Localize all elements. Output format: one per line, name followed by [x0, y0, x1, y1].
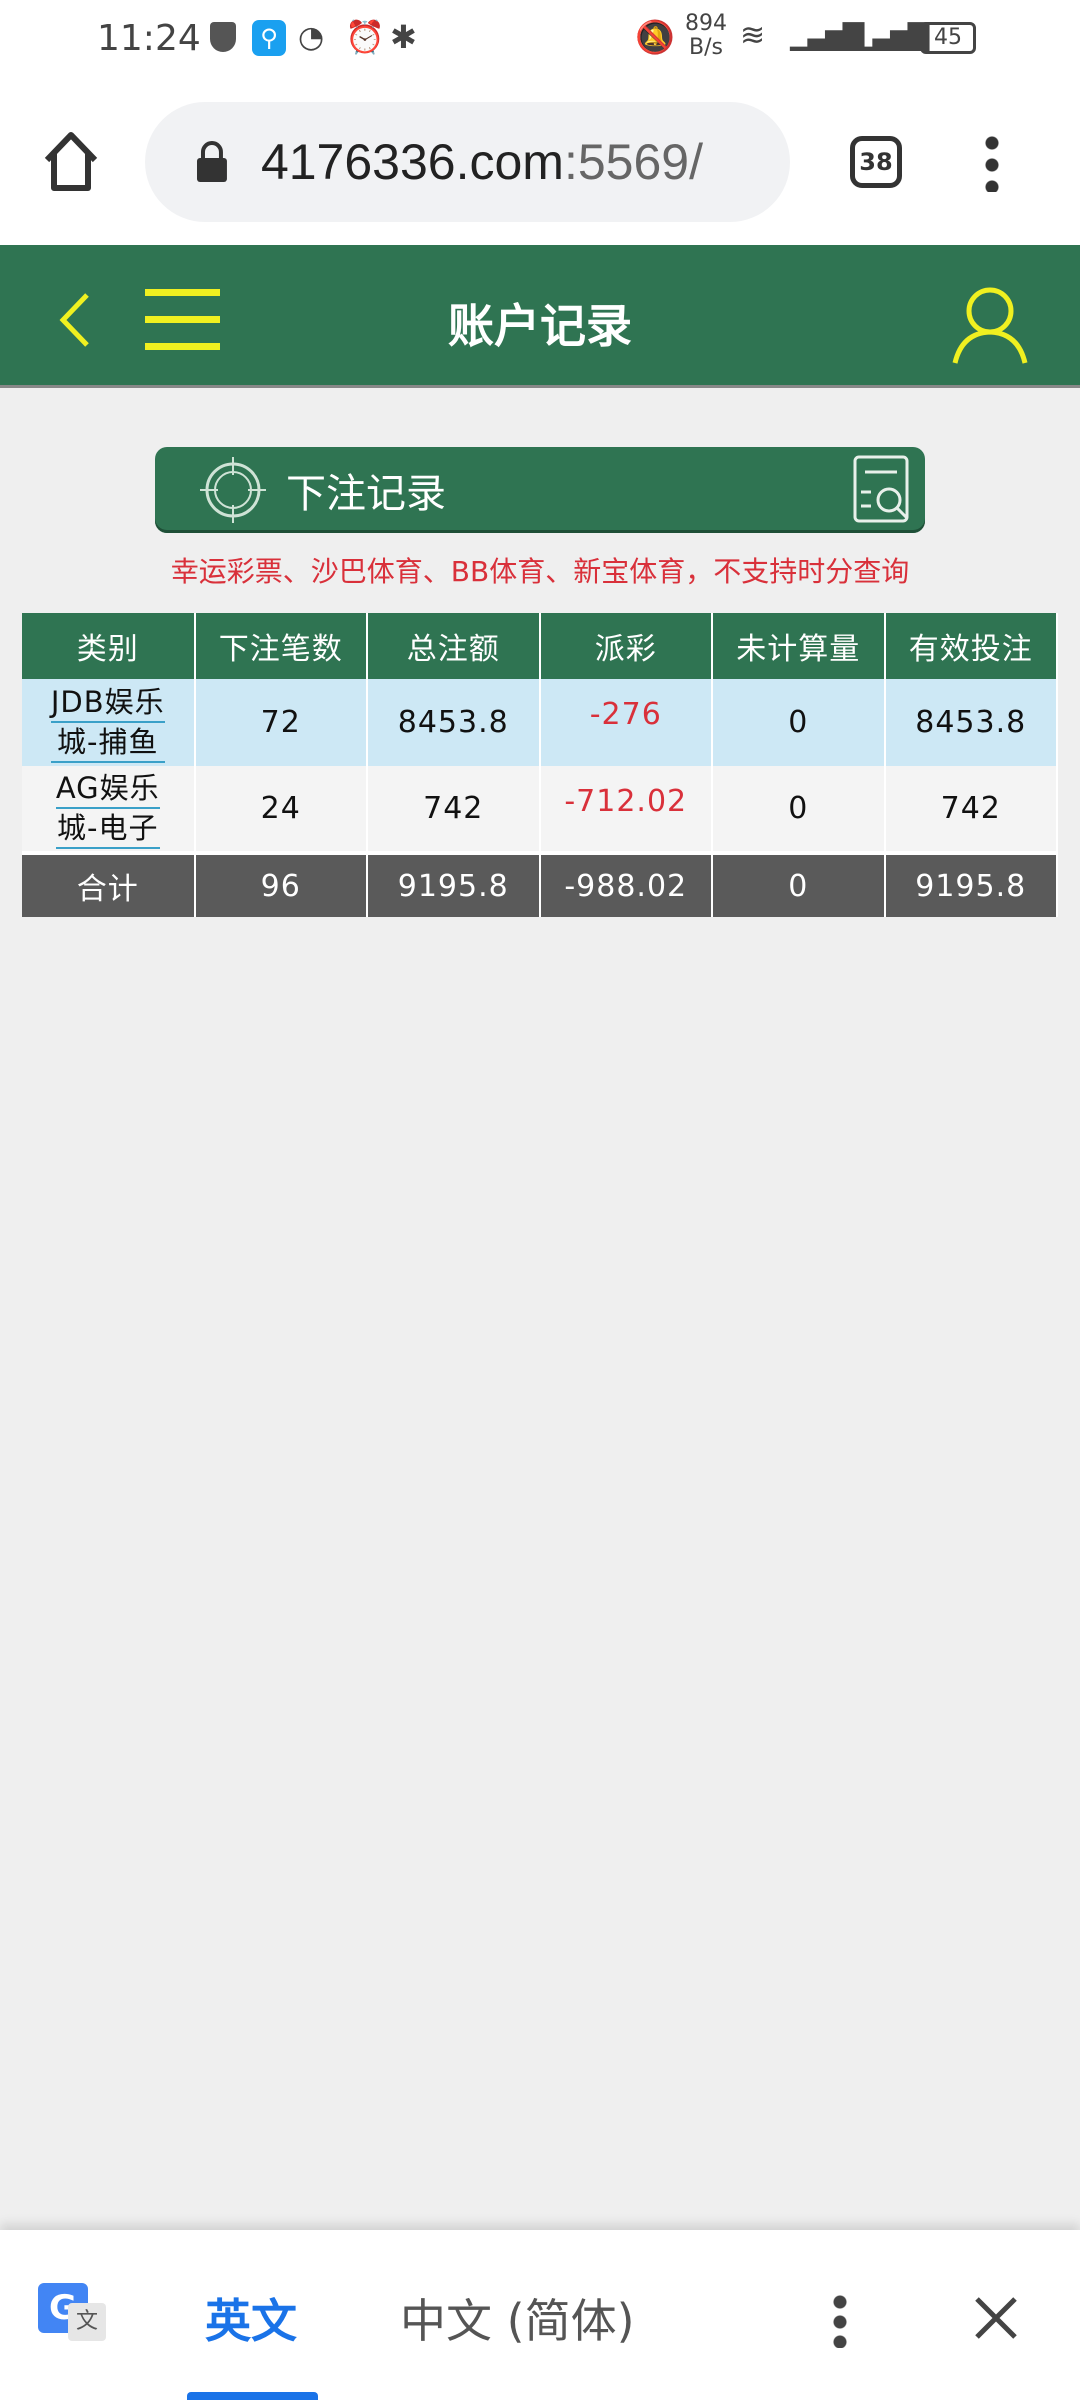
- total-payout-cell: -988.02: [539, 851, 713, 917]
- bet-records-button[interactable]: 下注记录: [155, 447, 925, 533]
- totals-row: 合计 96 9195.8 -988.02 0 9195.8: [22, 851, 1058, 917]
- url-bar[interactable]: 4176336.com:5569/: [145, 102, 790, 222]
- query-notice: 幸运彩票、沙巴体育、BB体育、新宝体育，不支持时分查询: [170, 555, 910, 588]
- url-port: :5569/: [563, 134, 703, 190]
- lang-tab-chinese[interactable]: 中文 (简体): [400, 2294, 635, 2348]
- translate-char-icon: 文: [68, 2303, 106, 2341]
- home-icon[interactable]: [42, 130, 100, 194]
- bet-records-label: 下注记录: [286, 471, 446, 517]
- url-text: 4176336.com:5569/: [261, 133, 790, 191]
- total-unsettled-cell: 0: [712, 851, 886, 917]
- active-tab-indicator: [187, 2392, 318, 2400]
- payout-cell: -276: [539, 679, 713, 766]
- search-app-icon: ⚲: [252, 20, 286, 56]
- total-bet-cell: 9195.8: [367, 851, 541, 917]
- totals-label: 合计: [22, 851, 196, 917]
- page-title: 账户记录: [448, 299, 632, 353]
- bet-count-cell: 72: [194, 679, 368, 766]
- back-icon[interactable]: [55, 290, 95, 350]
- net-speed-value: 894: [685, 11, 727, 36]
- table-row: JDB娱乐 城-捕鱼 72 8453.8 -276 0 8453.8: [22, 679, 1058, 766]
- tab-switcher-button[interactable]: 38: [850, 136, 902, 188]
- col-bet-count: 下注笔数: [194, 613, 368, 679]
- net-speed: 894 B/s: [685, 12, 727, 60]
- speedometer-icon: ◔: [298, 20, 325, 55]
- lang-tab-english[interactable]: 英文: [205, 2294, 297, 2348]
- category-cell[interactable]: JDB娱乐 城-捕鱼: [22, 679, 196, 766]
- payout-cell: -712.02: [539, 766, 713, 853]
- tab-count: 38: [859, 148, 893, 176]
- page-header: 账户记录: [0, 245, 1080, 388]
- document-search-icon[interactable]: [851, 454, 917, 526]
- valid-bet-cell: 742: [884, 766, 1058, 853]
- col-category: 类别: [22, 613, 196, 679]
- category-link[interactable]: JDB娱乐 城-捕鱼: [50, 683, 165, 763]
- total-bet-cell: 742: [367, 766, 541, 853]
- more-menu-icon[interactable]: [985, 132, 999, 192]
- table-row: AG娱乐 城-电子 24 742 -712.02 0 742: [22, 766, 1058, 853]
- valid-bet-cell: 8453.8: [884, 679, 1058, 766]
- bet-records-table: 类别 下注笔数 总注额 派彩 未计算量 有效投注 JDB娱乐 城-捕鱼 72 84…: [22, 613, 1058, 917]
- col-unsettled: 未计算量: [712, 613, 886, 679]
- bet-count-cell: 24: [194, 766, 368, 853]
- category-line1: JDB娱乐: [50, 683, 165, 723]
- battery-icon: 45: [920, 22, 976, 54]
- crosshair-icon: [200, 457, 266, 523]
- table-header: 类别 下注笔数 总注额 派彩 未计算量 有效投注: [22, 613, 1058, 679]
- shield-check-icon: [210, 22, 236, 52]
- signal-4g-icon: ▁▃▅▇: [790, 18, 864, 51]
- clock: 11:24: [97, 18, 201, 59]
- total-bet-cell: 8453.8: [367, 679, 541, 766]
- status-bar: 11:24 ⚲ ◔ ⏰ ✱ 🔕 894 B/s ≋ ▁▃▅▇ ▁▃▅▇ 45: [0, 0, 1080, 80]
- col-payout: 派彩: [539, 613, 713, 679]
- battery-level: 45: [934, 25, 962, 50]
- col-total-bet: 总注额: [367, 613, 541, 679]
- col-valid-bet: 有效投注: [884, 613, 1058, 679]
- category-line2: 城-捕鱼: [50, 723, 165, 763]
- menu-icon[interactable]: [145, 287, 220, 352]
- category-link[interactable]: AG娱乐 城-电子: [55, 769, 160, 849]
- total-count-cell: 96: [194, 851, 368, 917]
- category-line1: AG娱乐: [55, 769, 160, 809]
- net-speed-unit: B/s: [689, 35, 723, 60]
- category-cell[interactable]: AG娱乐 城-电子: [22, 766, 196, 853]
- bell-off-icon: 🔕: [635, 18, 675, 56]
- close-icon[interactable]: [973, 2295, 1019, 2341]
- wifi-icon: ≋: [740, 18, 766, 53]
- unsettled-cell: 0: [712, 679, 886, 766]
- bluetooth-icon: ✱: [390, 18, 417, 56]
- user-icon[interactable]: [950, 285, 1030, 365]
- unsettled-cell: 0: [712, 766, 886, 853]
- translate-bar: G 文 英文 中文 (简体): [0, 2230, 1080, 2400]
- signal-4g-icon: ▁▃▅▇: [855, 18, 929, 51]
- url-host: 4176336.com: [260, 134, 564, 190]
- browser-toolbar: 4176336.com:5569/ 38: [0, 80, 1080, 245]
- total-valid-cell: 9195.8: [884, 851, 1058, 917]
- category-line2: 城-电子: [55, 809, 160, 849]
- alarm-icon: ⏰: [345, 18, 385, 56]
- lock-icon: [196, 141, 227, 182]
- translate-more-icon[interactable]: [833, 2292, 847, 2348]
